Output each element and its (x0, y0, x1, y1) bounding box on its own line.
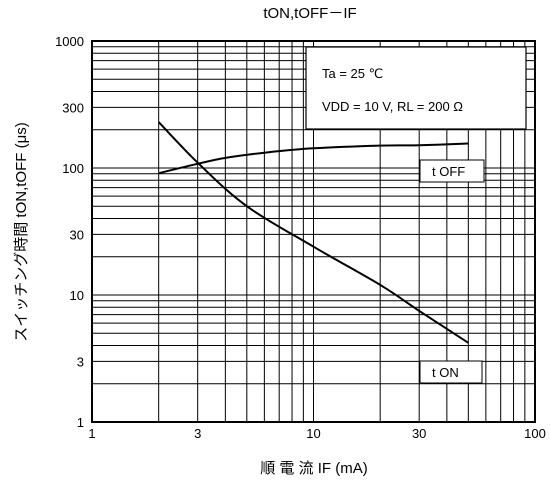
x-tick-label: 30 (412, 426, 426, 441)
label-toff-text: t OFF (432, 164, 465, 179)
x-tick-label: 10 (306, 426, 320, 441)
annotation-temperature: Ta = 25 ℃ (322, 66, 383, 81)
series (157, 121, 469, 344)
label-toff: t OFF (419, 159, 485, 183)
label-ton-box (419, 360, 483, 384)
y-tick-label: 1 (77, 415, 84, 430)
plot-frame (91, 40, 536, 423)
y-tick-label: 1000 (55, 34, 84, 49)
y-tick-labels: 1 3 10 30 100 300 1000 (55, 34, 84, 430)
conditions-box: Ta = 25 ℃ VDD = 10 V, RL = 200 Ω (305, 46, 527, 130)
x-tick-label: 100 (524, 426, 546, 441)
y-axis-label: スイッチング時間 tON,tOFF (μs) (13, 122, 30, 341)
y-tick-label: 300 (62, 100, 84, 115)
y-tick-label: 30 (70, 227, 84, 242)
annotation-conditions: VDD = 10 V, RL = 200 Ω (322, 99, 463, 114)
x-tick-label: 3 (194, 426, 201, 441)
conditions-box-frame (305, 46, 527, 130)
x-axis-label: 順 電 流 IF (mA) (260, 460, 368, 477)
x-tick-labels: 1 3 10 30 100 (88, 426, 545, 441)
y-tick-label: 100 (62, 161, 84, 176)
label-toff-box (419, 159, 485, 183)
x-tick-label: 1 (88, 426, 95, 441)
series-toff-line (158, 142, 469, 175)
label-ton-text: t ON (432, 365, 459, 380)
y-tick-label: 10 (70, 288, 84, 303)
label-ton: t ON (419, 360, 483, 384)
y-tick-label: 3 (77, 354, 84, 369)
series-ton-line (157, 121, 469, 344)
chart-title: tON,tOFF－IF (263, 5, 356, 22)
